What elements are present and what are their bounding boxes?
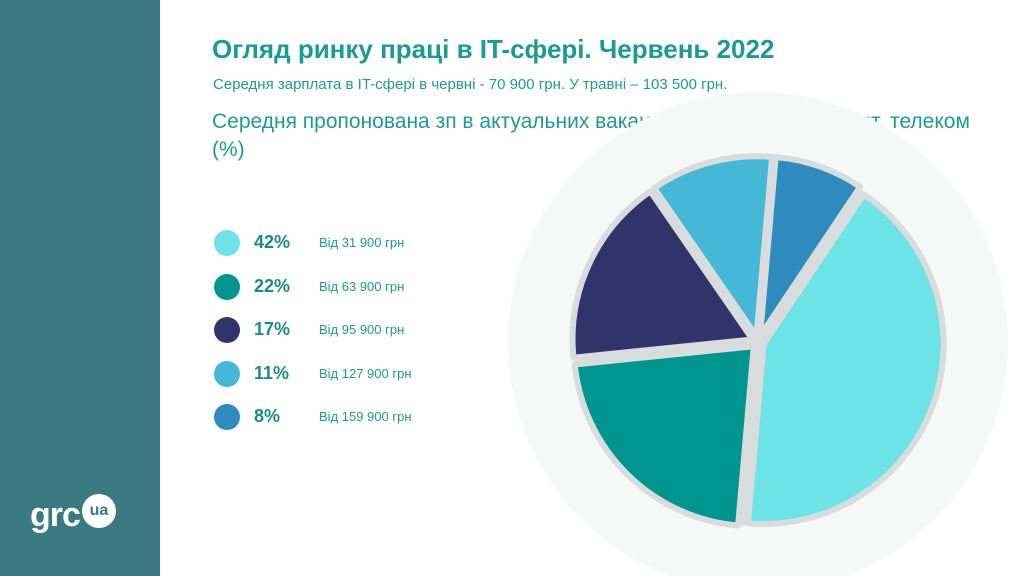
legend-swatch — [214, 230, 240, 256]
legend-value: 8% — [254, 406, 281, 426]
legend-label: Від 31 900 грн — [319, 235, 405, 250]
pie-slice — [571, 343, 757, 529]
grc-logo: grc ua — [30, 494, 116, 535]
legend-item: 42% Від 31 900 грн — [214, 228, 474, 256]
page-title: Огляд ринку праці в IT-сфері. Червень 20… — [212, 34, 775, 64]
chart-heading: Середня пропонована зп в актуальних вака… — [212, 110, 970, 161]
legend-value: 22% — [254, 275, 291, 296]
legend-label: Від 159 900 грн — [319, 409, 412, 424]
legend-swatch — [214, 317, 240, 343]
legend-item: 17% Від 95 900 грн — [214, 315, 474, 343]
legend-item: 8% Від 159 900 грн — [214, 402, 474, 430]
pie-slice — [569, 188, 756, 361]
legend-value: 11% — [254, 362, 290, 383]
legend-label: Від 127 900 грн — [319, 365, 412, 381]
pie-slice — [651, 153, 776, 340]
legend-value: 17% — [254, 319, 291, 339]
logo-badge: ua — [81, 494, 116, 529]
pie-slice — [756, 154, 864, 340]
legend-swatch — [214, 404, 240, 430]
pie-halo — [508, 92, 1008, 576]
legend-swatch — [214, 273, 240, 300]
sidebar-panel: grc ua — [0, 0, 160, 576]
page-subtitle: Середня зарплата в IT-сфері в червні - 7… — [213, 76, 728, 93]
pie-slice — [744, 191, 947, 527]
logo-text: grc — [30, 496, 81, 534]
legend-label: Від 95 900 грн — [319, 322, 405, 337]
legend-item: 11% Від 127 900 грн — [214, 359, 474, 387]
pie-base — [574, 158, 942, 526]
legend-value: 42% — [254, 232, 291, 252]
legend-item: 22% Від 63 900 грн — [214, 272, 474, 300]
legend-swatch — [214, 360, 240, 387]
legend-label: Від 63 900 грн — [319, 278, 405, 294]
